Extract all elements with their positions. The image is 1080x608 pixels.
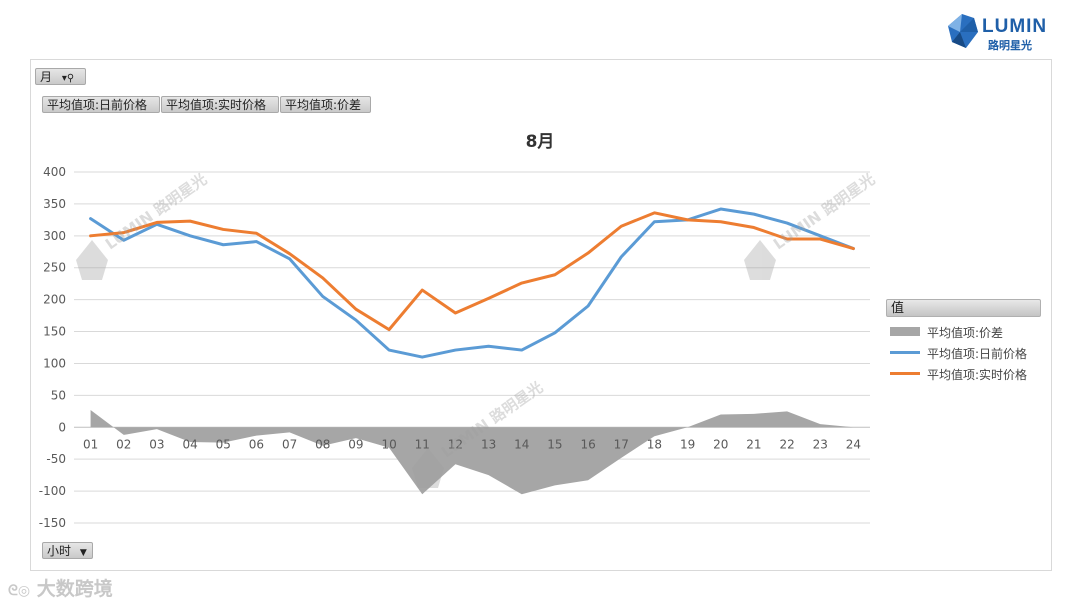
x-tick-label: 10 [381,437,396,451]
x-tick-label: 18 [647,437,662,451]
dropdown-arrow-icon: ▼ [79,548,87,558]
x-tick-label: 23 [813,437,828,451]
x-tick-label: 15 [547,437,562,451]
y-tick-label: 100 [43,356,66,370]
footer-watermark: ᘓ◎ 大数跨境 [8,574,113,601]
y-tick-label: 400 [43,165,66,179]
x-tick-label: 21 [746,437,761,451]
series-area-spread [90,410,854,495]
brand-logo: LUMIN 路明星光 [944,12,1056,52]
x-tick-label: 20 [713,437,728,451]
x-tick-label: 04 [182,437,197,451]
weibo-icon: ᘓ◎ [8,583,31,599]
y-tick-label: 350 [43,197,66,211]
series-line-realtime [89,211,855,332]
x-tick-label: 07 [282,437,297,451]
month-filter-button[interactable]: 月 ▾⚲ [35,68,86,85]
x-tick-label: 05 [216,437,231,451]
y-tick-label: 200 [43,293,66,307]
x-tick-label: 11 [415,437,430,451]
x-tick-label: 09 [348,437,363,451]
lumin-watermark: LUMIN 路明星光 [744,170,878,280]
chart-title: 8月 [525,132,555,152]
x-tick-label: 24 [846,437,861,451]
field-button-day-ahead[interactable]: 平均值项:日前价格 [42,96,160,113]
y-tick-label: 250 [43,261,66,275]
x-tick-label: 08 [315,437,330,451]
y-tick-label: -150 [39,516,66,530]
x-tick-label: 14 [514,437,529,451]
x-tick-label: 22 [779,437,794,451]
filter-funnel-icon: ▾⚲ [61,73,75,84]
brand-name: LUMIN [982,16,1048,37]
y-tick-label: 50 [51,388,66,402]
hour-filter-label: 小时 [47,544,72,558]
hour-filter-button[interactable]: 小时 ▼ [42,542,93,559]
y-tick-label: 300 [43,229,66,243]
brand-subtitle: 路明星光 [988,39,1032,52]
y-tick-label: 0 [58,420,66,434]
y-tick-label: -100 [39,484,66,498]
y-tick-label: 150 [43,325,66,339]
month-filter-label: 月 [40,70,53,84]
x-tick-label: 12 [448,437,463,451]
x-tick-label: 13 [481,437,496,451]
footer-watermark-text: 大数跨境 [36,578,113,600]
x-tick-label: 03 [149,437,164,451]
x-tick-label: 16 [580,437,595,451]
legend-label-realtime: 平均值项:实时价格 [927,368,1028,382]
svg-text:LUMIN 路明星光: LUMIN 路明星光 [102,170,210,253]
x-tick-label: 01 [83,437,98,451]
field-button-realtime[interactable]: 平均值项:实时价格 [161,96,279,113]
x-tick-label: 02 [116,437,131,451]
legend-header: 值 [886,299,1041,317]
legend-swatch-realtime [890,372,920,375]
series-line-day-ahead [89,207,855,359]
lumin-logo-icon [948,14,978,48]
legend-swatch-spread [890,327,920,336]
x-tick-label: 19 [680,437,695,451]
legend-label-day-ahead: 平均值项:日前价格 [927,347,1028,361]
y-tick-label: -50 [46,452,66,466]
legend-swatch-day-ahead [890,351,920,354]
x-tick-label: 17 [614,437,629,451]
legend-label-spread: 平均值项:价差 [927,326,1004,340]
x-tick-label: 06 [249,437,264,451]
field-button-spread[interactable]: 平均值项:价差 [280,96,371,113]
lumin-watermark: LUMIN 路明星光 [76,170,210,280]
